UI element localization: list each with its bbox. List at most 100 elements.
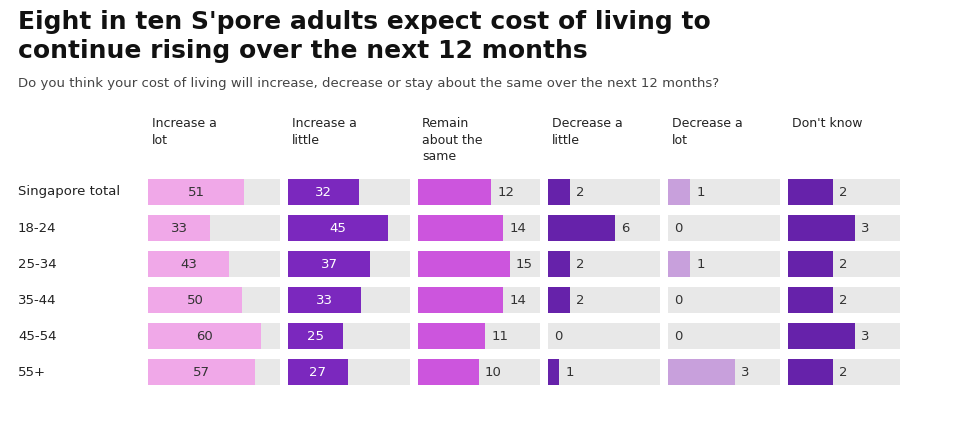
Bar	[418, 359, 540, 385]
Bar	[288, 251, 410, 277]
Bar	[418, 323, 485, 349]
Text: 2: 2	[839, 186, 848, 198]
Bar	[418, 251, 540, 277]
Bar	[788, 251, 900, 277]
Text: 25-34: 25-34	[18, 257, 57, 270]
Bar	[288, 287, 410, 313]
Bar	[148, 215, 210, 241]
Text: Do you think your cost of living will increase, decrease or stay about the same : Do you think your cost of living will in…	[18, 77, 719, 90]
Text: 2: 2	[576, 186, 585, 198]
Text: 1: 1	[696, 186, 705, 198]
Bar	[788, 287, 832, 313]
Bar	[288, 359, 348, 385]
Text: 25: 25	[307, 329, 324, 342]
Bar	[148, 287, 280, 313]
Bar	[788, 179, 832, 205]
Text: 33: 33	[316, 294, 333, 307]
Text: 60: 60	[196, 329, 213, 342]
Bar	[788, 323, 855, 349]
Text: 14: 14	[510, 294, 526, 307]
Bar	[548, 359, 660, 385]
Bar	[288, 179, 359, 205]
Bar	[548, 251, 570, 277]
Bar	[288, 179, 410, 205]
Text: 51: 51	[187, 186, 204, 198]
Bar	[288, 323, 344, 349]
Text: 0: 0	[674, 222, 683, 235]
Bar	[148, 179, 280, 205]
Text: 2: 2	[576, 294, 585, 307]
Text: 32: 32	[315, 186, 332, 198]
Bar	[668, 179, 780, 205]
Bar	[418, 287, 503, 313]
Bar	[668, 251, 780, 277]
Bar	[148, 179, 244, 205]
Text: 3: 3	[861, 329, 870, 342]
Text: 1: 1	[565, 366, 574, 379]
Bar	[418, 215, 503, 241]
Bar	[548, 251, 660, 277]
Bar	[418, 323, 540, 349]
Bar	[668, 251, 690, 277]
Bar	[788, 215, 900, 241]
Bar	[668, 359, 735, 385]
Bar	[668, 287, 780, 313]
Text: 35-44: 35-44	[18, 294, 57, 307]
Bar	[548, 287, 570, 313]
Text: 6: 6	[621, 222, 630, 235]
Text: 27: 27	[309, 366, 326, 379]
Bar	[788, 359, 900, 385]
Bar	[668, 179, 690, 205]
Text: Increase a
little: Increase a little	[292, 117, 357, 147]
Text: 2: 2	[839, 257, 848, 270]
Bar	[148, 251, 280, 277]
Text: 0: 0	[554, 329, 563, 342]
Bar	[288, 359, 410, 385]
Text: Decrease a
lot: Decrease a lot	[672, 117, 743, 147]
Text: 11: 11	[492, 329, 508, 342]
Bar	[148, 251, 229, 277]
Text: 45: 45	[329, 222, 347, 235]
Text: 2: 2	[839, 366, 848, 379]
Bar	[548, 215, 660, 241]
Text: 57: 57	[193, 366, 210, 379]
Text: 43: 43	[180, 257, 197, 270]
Text: 37: 37	[321, 257, 338, 270]
Text: Decrease a
little: Decrease a little	[552, 117, 623, 147]
Bar	[148, 359, 280, 385]
Text: 2: 2	[576, 257, 585, 270]
Bar	[548, 323, 660, 349]
Text: 55+: 55+	[18, 366, 46, 379]
Bar	[288, 215, 388, 241]
Bar	[668, 359, 780, 385]
Bar	[788, 287, 900, 313]
Text: 15: 15	[516, 257, 533, 270]
Bar	[148, 359, 255, 385]
Bar	[418, 359, 479, 385]
Bar	[288, 251, 370, 277]
Text: Increase a
lot: Increase a lot	[152, 117, 217, 147]
Bar	[548, 215, 615, 241]
Text: 10: 10	[485, 366, 502, 379]
Bar	[668, 323, 780, 349]
Bar	[418, 179, 540, 205]
Text: 1: 1	[696, 257, 705, 270]
Bar	[288, 323, 410, 349]
Text: 3: 3	[861, 222, 870, 235]
Bar	[418, 287, 540, 313]
Bar	[148, 323, 280, 349]
Text: 33: 33	[171, 222, 187, 235]
Bar	[668, 215, 780, 241]
Text: Remain
about the
same: Remain about the same	[422, 117, 483, 163]
Text: 2: 2	[839, 294, 848, 307]
Bar	[788, 323, 900, 349]
Bar	[148, 287, 242, 313]
Bar	[788, 215, 855, 241]
Text: 0: 0	[674, 294, 683, 307]
Bar	[148, 215, 280, 241]
Text: 18-24: 18-24	[18, 222, 57, 235]
Text: 14: 14	[510, 222, 526, 235]
Bar	[288, 215, 410, 241]
Text: Don't know: Don't know	[792, 117, 862, 130]
Text: Singapore total: Singapore total	[18, 186, 120, 198]
